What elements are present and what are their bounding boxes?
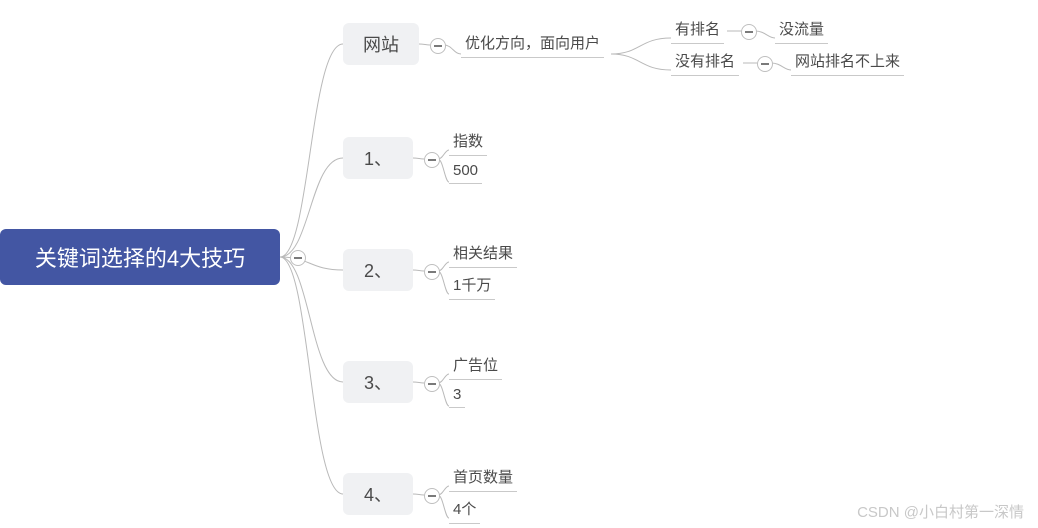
collapse-icon[interactable] (424, 376, 440, 392)
leaf-rank-yes[interactable]: 有排名 (671, 18, 724, 44)
leaf-2a[interactable]: 相关结果 (449, 242, 517, 268)
branch-4[interactable]: 4、 (343, 473, 413, 515)
leaf-rank-no[interactable]: 没有排名 (671, 50, 739, 76)
leaf-3b[interactable]: 3 (449, 386, 465, 408)
collapse-icon[interactable] (424, 488, 440, 504)
leaf-noflow[interactable]: 没流量 (775, 18, 828, 44)
leaf-norank[interactable]: 网站排名不上来 (791, 50, 904, 76)
collapse-icon[interactable] (424, 152, 440, 168)
leaf-3a[interactable]: 广告位 (449, 354, 502, 380)
branch-1[interactable]: 1、 (343, 137, 413, 179)
collapse-icon[interactable] (757, 56, 773, 72)
collapse-icon[interactable] (290, 250, 306, 266)
branch-2[interactable]: 2、 (343, 249, 413, 291)
collapse-icon[interactable] (741, 24, 757, 40)
branch-site[interactable]: 网站 (343, 23, 419, 65)
mindmap-canvas: { "type": "mindmap", "background_color":… (0, 0, 1038, 528)
root-node[interactable]: 关键词选择的4大技巧 (0, 229, 280, 285)
branch-3[interactable]: 3、 (343, 361, 413, 403)
leaf-2b[interactable]: 1千万 (449, 274, 495, 300)
leaf-1b[interactable]: 500 (449, 162, 482, 184)
leaf-opt[interactable]: 优化方向，面向用户 (461, 32, 604, 58)
watermark-text: CSDN @小白村第一深情 (857, 501, 1024, 522)
collapse-icon[interactable] (424, 264, 440, 280)
collapse-icon[interactable] (430, 38, 446, 54)
leaf-4b[interactable]: 4个 (449, 498, 480, 524)
leaf-1a[interactable]: 指数 (449, 130, 487, 156)
leaf-4a[interactable]: 首页数量 (449, 466, 517, 492)
